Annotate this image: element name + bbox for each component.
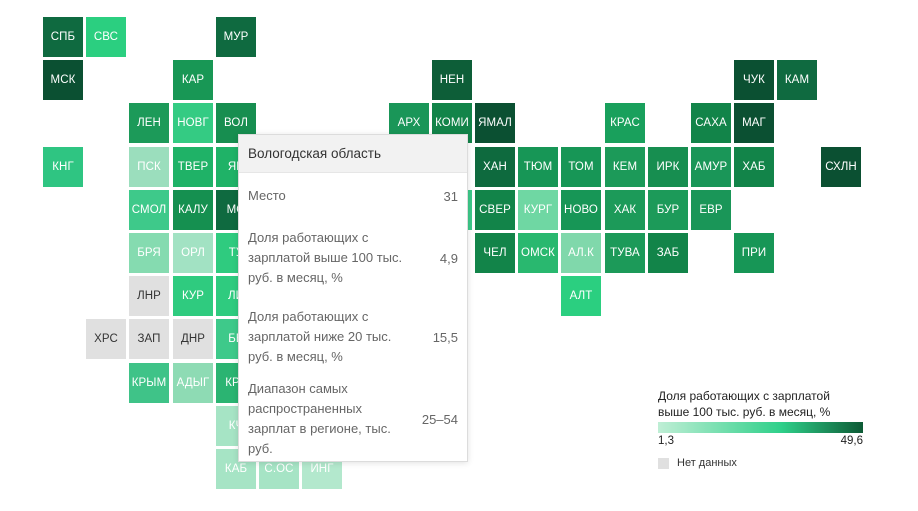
region-tile[interactable]: ОРЛ [173, 233, 213, 273]
region-tile[interactable]: АЛ.К [561, 233, 601, 273]
tooltip-value-low-salary: 15,5 [432, 329, 458, 345]
tooltip-label-high-salary: Доля работающих с зарплатой выше 100 тыс… [248, 230, 403, 285]
region-tile[interactable]: ЯМАЛ [475, 103, 515, 143]
region-tile[interactable]: КАМ [777, 60, 817, 100]
legend-no-data: Нет данных [658, 457, 868, 469]
region-tile[interactable]: ЛНР [129, 276, 169, 316]
region-tile[interactable]: ХРС [86, 319, 126, 359]
tooltip-title: Вологодская область [239, 135, 467, 173]
region-tile[interactable]: ЛЕН [129, 103, 169, 143]
region-tile[interactable]: НОВГ [173, 103, 213, 143]
region-tile[interactable]: ХАН [475, 147, 515, 187]
legend-min-label: 1,3 [658, 435, 674, 447]
region-tile[interactable]: КНГ [43, 147, 83, 187]
color-legend: Доля работающих с зарплатой выше 100 тыс… [658, 388, 868, 469]
tooltip-label-range: Диапазон самых распространенных зарплат … [248, 381, 391, 456]
no-data-swatch [658, 457, 669, 469]
legend-title: Доля работающих с зарплатой выше 100 тыс… [658, 389, 831, 419]
tooltip-value-rank: 31 [443, 188, 458, 204]
region-tile[interactable]: ТОМ [561, 147, 601, 187]
region-tile[interactable]: СВС [86, 17, 126, 57]
region-tile[interactable]: БУР [648, 190, 688, 230]
region-tile[interactable]: КАР [173, 60, 213, 100]
region-tile[interactable]: МСК [43, 60, 83, 100]
region-tile[interactable]: АДЫГ [173, 363, 213, 403]
region-tile[interactable]: МАГ [734, 103, 774, 143]
region-tile[interactable]: АЛТ [561, 276, 601, 316]
tooltip-label-low-salary: Доля работающих с зарплатой ниже 20 тыс.… [248, 309, 392, 364]
tooltip-value-range: 25–54 [421, 411, 458, 427]
region-tile[interactable]: ДНР [173, 319, 213, 359]
region-tile[interactable]: МУР [216, 17, 256, 57]
region-tile[interactable]: КУРГ [518, 190, 558, 230]
region-tile[interactable]: ТВЕР [173, 147, 213, 187]
tooltip-label-rank: Место [248, 188, 286, 203]
region-tile[interactable]: ПРИ [734, 233, 774, 273]
region-tile[interactable]: КРАС [605, 103, 645, 143]
region-tile[interactable]: ЧУК [734, 60, 774, 100]
region-tile[interactable]: СВЕР [475, 190, 515, 230]
region-tile[interactable]: КУР [173, 276, 213, 316]
region-tile[interactable]: НОВО [561, 190, 601, 230]
region-tile[interactable]: ХАК [605, 190, 645, 230]
region-tile[interactable]: ХАБ [734, 147, 774, 187]
region-tile[interactable]: ЧЕЛ [475, 233, 515, 273]
legend-gradient-bar [658, 422, 863, 433]
region-tile[interactable]: АМУР [691, 147, 731, 187]
region-tooltip: Вологодская область Место 31 Доля работа… [238, 134, 468, 462]
tooltip-value-high-salary: 4,9 [439, 250, 458, 266]
no-data-label: Нет данных [677, 457, 737, 469]
legend-max-label: 49,6 [840, 435, 863, 447]
legend-ticks: 1,3 49,6 [658, 435, 863, 447]
region-tile[interactable]: БРЯ [129, 233, 169, 273]
region-tile[interactable]: ОМСК [518, 233, 558, 273]
tooltip-row-high-salary: Доля работающих с зарплатой выше 100 тыс… [239, 219, 467, 297]
region-tile[interactable]: СПБ [43, 17, 83, 57]
region-tile[interactable]: ПСК [129, 147, 169, 187]
region-tile[interactable]: ЗАП [129, 319, 169, 359]
region-tile[interactable]: ИРК [648, 147, 688, 187]
tooltip-row-rank: Место 31 [239, 173, 467, 219]
region-tile[interactable]: СХЛН [821, 147, 861, 187]
region-tile[interactable]: ЗАБ [648, 233, 688, 273]
region-tile[interactable]: КРЫМ [129, 363, 169, 403]
region-tile[interactable]: НЕН [432, 60, 472, 100]
region-tile[interactable]: КЕМ [605, 147, 645, 187]
region-tile[interactable]: ЕВР [691, 190, 731, 230]
region-tile[interactable]: ТУВА [605, 233, 645, 273]
region-tile[interactable]: ТЮМ [518, 147, 558, 187]
region-tile[interactable]: САХА [691, 103, 731, 143]
tooltip-row-low-salary: Доля работающих с зарплатой ниже 20 тыс.… [239, 297, 467, 377]
region-tile[interactable]: КАЛУ [173, 190, 213, 230]
tooltip-row-range: Диапазон самых распространенных зарплат … [239, 377, 467, 461]
region-tile[interactable]: СМОЛ [129, 190, 169, 230]
